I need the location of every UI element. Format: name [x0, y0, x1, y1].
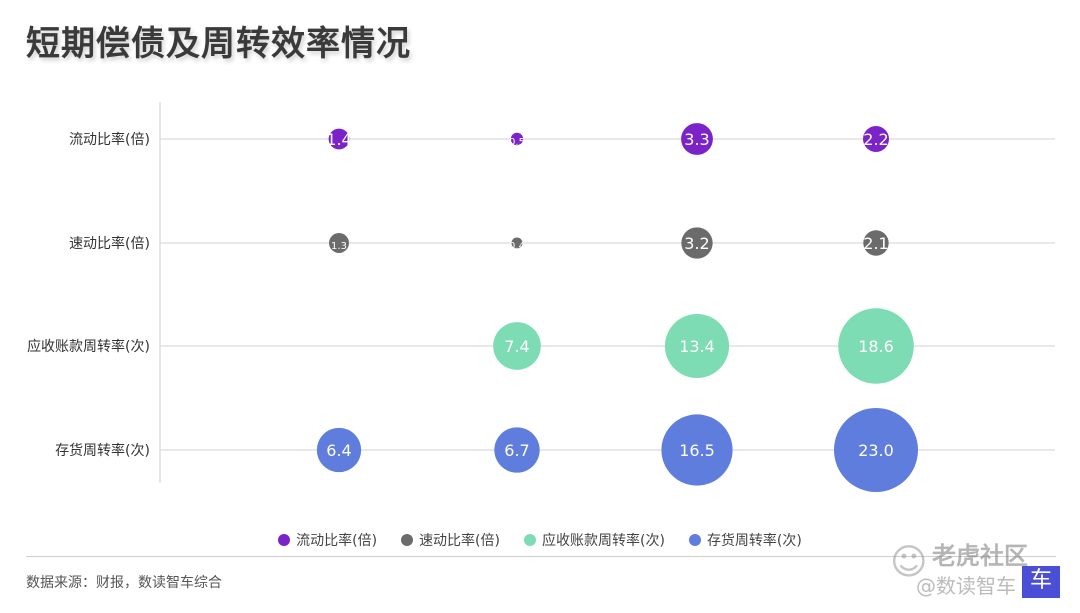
- row-label: 速动比率(倍): [69, 235, 150, 252]
- watermark-brand: 老虎社区: [932, 542, 1028, 570]
- bubble: [510, 132, 524, 146]
- legend-swatch: [278, 534, 291, 546]
- legend-label: 流动比率(倍): [296, 533, 378, 549]
- bubble-label: 18.6: [858, 337, 894, 356]
- bubble-label: 16.5: [679, 441, 715, 460]
- bubble-label: 3.2: [684, 234, 709, 253]
- bubbles: 1.4 0.5 3.3 2.2 1.3 0.4 3.2 2.1 7.4 13.4 18.6 6.4 6.…: [316, 123, 918, 492]
- bubble-label: 3.3: [684, 130, 709, 149]
- bubble: [661, 414, 733, 486]
- bubble-label: 0.4: [509, 241, 525, 252]
- bubble-label: 6.4: [326, 441, 351, 460]
- grid-lines: [160, 138, 1055, 451]
- row-labels: 流动比率(倍) 速动比率(倍) 应收账款周转率(次) 存货周转率(次): [27, 131, 150, 459]
- bubble: [681, 123, 713, 155]
- row-label: 流动比率(倍): [69, 131, 150, 148]
- bubble: [328, 128, 350, 150]
- legend-swatch: [688, 534, 701, 546]
- chart-title: 短期偿债及周转效率情况: [26, 24, 411, 64]
- source-note: 数据来源：财报，数读智车综合: [26, 575, 222, 591]
- legend: 流动比率(倍) 速动比率(倍) 应收账款周转率(次) 存货周转率(次): [0, 530, 1080, 550]
- legend-swatch: [524, 534, 536, 546]
- bubble-label: 13.4: [679, 337, 715, 356]
- bubble-label: 6.7: [504, 441, 529, 460]
- bubble-label: 23.0: [858, 441, 894, 460]
- bubble: [493, 322, 541, 370]
- bubble-chart: 流动比率(倍) 速动比率(倍) 应收账款周转率(次) 存货周转率(次) 1.4 0.5 3…: [27, 102, 1055, 492]
- bubble-label: 0.5: [509, 137, 525, 148]
- bubble: [863, 126, 889, 152]
- wechat-icon: ☺: [890, 542, 928, 583]
- bubble: [863, 230, 889, 256]
- bubble: [329, 233, 349, 253]
- bubble-label: 1.4: [326, 130, 351, 149]
- legend-label: 速动比率(倍): [419, 533, 500, 549]
- legend-label: 应收账款周转率(次): [542, 533, 665, 549]
- legend-item: 速动比率(倍): [401, 530, 500, 550]
- bubble-label: 7.4: [504, 337, 529, 356]
- bubble-label: 2.1: [863, 234, 888, 253]
- row-label: 存货周转率(次): [55, 442, 150, 459]
- legend-label: 存货周转率(次): [706, 533, 802, 549]
- bubble: [316, 427, 362, 473]
- legend-item: 流动比率(倍): [278, 530, 377, 550]
- row-label: 应收账款周转率(次): [27, 338, 150, 355]
- watermark-handle: @数读智车: [916, 574, 1016, 598]
- bubble: [838, 308, 914, 384]
- legend-item: 应收账款周转率(次): [524, 530, 665, 550]
- bubble-label: 1.3: [331, 241, 347, 252]
- legend-item: 存货周转率(次): [688, 530, 802, 550]
- legend-swatch: [401, 534, 414, 546]
- watermark: ☺ 老虎社区 @数读智车 车: [890, 536, 1060, 604]
- bubble: [681, 227, 713, 259]
- bubble: [494, 427, 540, 473]
- watermark-logo: 车: [1022, 566, 1060, 598]
- bubble: [834, 408, 918, 492]
- bubble: [511, 237, 523, 249]
- footer-divider: [26, 556, 1056, 557]
- bubble-label: 2.2: [863, 130, 888, 149]
- bubble: [664, 313, 730, 379]
